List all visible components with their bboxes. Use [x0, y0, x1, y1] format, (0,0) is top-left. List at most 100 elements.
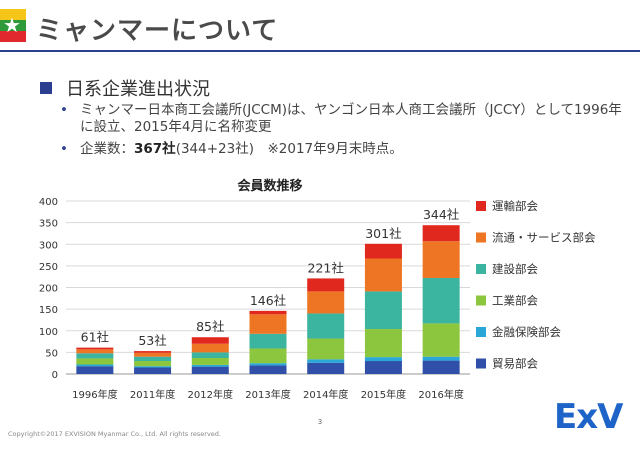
bar-segment	[76, 349, 114, 354]
bar-segment	[76, 358, 114, 365]
legend-label: 貿易部会	[492, 357, 538, 371]
bar-segment	[134, 367, 172, 374]
legend-label: 金融保険部会	[492, 325, 561, 339]
x-tick-label: 2015年度	[361, 388, 406, 401]
bar-segment	[422, 360, 460, 374]
y-tick-label: 50	[45, 348, 58, 359]
y-tick-label: 300	[39, 240, 58, 251]
total-label: 301社	[365, 226, 401, 241]
legend-swatch	[476, 201, 486, 211]
total-label: 61社	[81, 330, 109, 345]
bar-segment	[249, 365, 287, 374]
y-tick-label: 250	[39, 262, 58, 273]
x-tick-label: 2016年度	[418, 388, 463, 401]
bar-segment	[134, 356, 172, 362]
bar-segment	[307, 313, 345, 339]
chart-bars	[76, 225, 460, 374]
total-label: 344社	[423, 207, 459, 222]
bar-segment	[364, 291, 402, 330]
bar-segment	[249, 348, 287, 364]
bar-segment	[307, 338, 345, 360]
bar-segment	[191, 364, 229, 367]
bar-segment	[364, 361, 402, 374]
bullet-dot-icon: •	[60, 141, 68, 157]
bullet-dot-icon: •	[60, 102, 68, 118]
legend-label: 建設部会	[492, 262, 538, 276]
chart-title: 会員数推移	[237, 178, 302, 194]
bar-segment	[76, 347, 114, 350]
bar-segment	[76, 364, 114, 367]
x-tick-label: 1996年度	[72, 388, 117, 401]
y-axis: 0 50 100 150 200 250 300 350 400	[39, 197, 58, 381]
bullet-text: ミャンマー日本商工会議所(JCCM)は、ヤンゴン日本人商工会議所（JCCY）とし…	[80, 102, 622, 135]
bar-segment	[249, 333, 287, 349]
bar-segment	[76, 353, 114, 359]
legend-swatch	[476, 295, 486, 306]
bar-segment	[249, 314, 287, 334]
bar-segment	[191, 337, 229, 344]
bar-segment	[422, 323, 460, 357]
bar-segment	[191, 366, 229, 374]
x-tick-label: 2013年度	[245, 388, 290, 401]
title-divider	[0, 50, 640, 52]
bullet-prefix: 企業数：	[80, 141, 134, 157]
y-tick-label: 0	[52, 370, 58, 381]
bar-segment	[364, 258, 402, 292]
bar-segment	[134, 352, 172, 357]
y-tick-label: 150	[39, 305, 58, 316]
bar-segment	[307, 362, 345, 374]
x-tick-label: 2011年度	[130, 388, 175, 401]
legend-swatch	[476, 264, 486, 274]
total-label: 221社	[308, 260, 344, 275]
bar-segment	[307, 278, 345, 292]
legend-label: 流通・サービス部会	[492, 231, 596, 245]
bar-segment	[134, 351, 172, 353]
square-bullet-icon	[40, 82, 52, 94]
myanmar-flag-icon: ★	[0, 9, 26, 42]
total-label: 53社	[138, 333, 166, 348]
company-count: 367社	[134, 141, 176, 157]
bar-segment	[191, 357, 229, 365]
bar-segment	[307, 359, 345, 363]
section-heading-text: 日系企業進出状況	[66, 79, 210, 100]
bullet-item: • 企業数：367社(344+23社) ※2017年9月末時点。	[58, 141, 628, 158]
section-heading: 日系企業進出状況	[40, 75, 210, 101]
bar-segment	[364, 329, 402, 358]
bullet-list: • ミャンマー日本商工会議所(JCCM)は、ヤンゴン日本人商工会議所（JCCY）…	[58, 102, 628, 163]
x-tick-label: 2012年度	[188, 388, 233, 401]
x-axis: 1996年度 2011年度 2012年度 2013年度 2014年度 2015年度 2016…	[72, 388, 464, 401]
bar-segment	[364, 357, 402, 362]
bar-segment	[76, 366, 114, 374]
legend-label: 運輸部会	[492, 199, 538, 213]
bar-segment	[134, 366, 172, 368]
total-label: 146社	[250, 293, 286, 308]
total-labels: 61社 53社 85社 146社 221社 301社 344社	[81, 207, 460, 348]
chart-grid	[66, 200, 470, 375]
y-tick-label: 400	[39, 197, 58, 208]
bar-segment	[134, 361, 172, 367]
exv-logo: ExV	[554, 397, 623, 437]
legend-swatch	[476, 232, 486, 243]
x-tick-label: 2014年度	[303, 388, 348, 401]
bar-segment	[422, 356, 460, 361]
bar-segment	[364, 243, 402, 259]
y-tick-label: 350	[39, 219, 58, 230]
page-number: 3	[317, 418, 323, 426]
bullet-item: • ミャンマー日本商工会議所(JCCM)は、ヤンゴン日本人商工会議所（JCCY）…	[58, 102, 628, 136]
bar-segment	[249, 363, 287, 366]
bar-segment	[191, 352, 229, 358]
legend-swatch	[476, 358, 486, 369]
y-tick-label: 200	[39, 284, 58, 295]
total-label: 85社	[196, 319, 224, 334]
copyright-text: Copyright©2017 EXVISION Myanmar Co., Ltd…	[8, 430, 221, 438]
bar-segment	[307, 291, 345, 314]
y-tick-label: 100	[39, 327, 58, 338]
page-title: ミャンマーについて	[36, 16, 279, 46]
bar-segment	[191, 343, 229, 353]
legend-swatch	[476, 327, 486, 337]
legend-label: 工業部会	[492, 294, 538, 308]
bar-segment	[422, 225, 460, 242]
bar-segment	[422, 277, 460, 324]
